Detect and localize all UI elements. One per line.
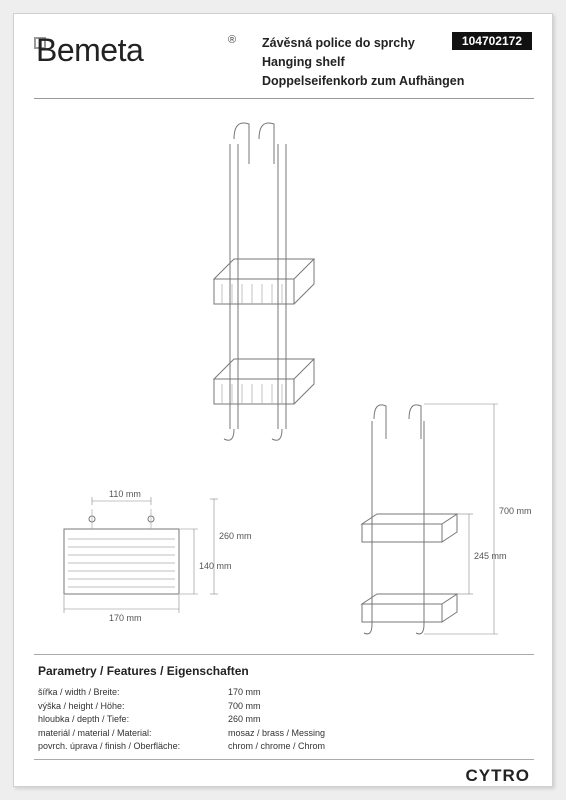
param-label: materiál / material / Material: — [38, 727, 228, 741]
param-value: chrom / chrome / Chrom — [228, 740, 325, 754]
registered-mark: ® — [228, 34, 236, 46]
param-row: výška / height / Höhe: 700 mm — [38, 700, 532, 714]
dim-245: 245 mm — [474, 551, 507, 561]
param-value: mosaz / brass / Messing — [228, 727, 325, 741]
param-label: výška / height / Höhe: — [38, 700, 228, 714]
param-row: materiál / material / Material: mosaz / … — [38, 727, 532, 741]
param-label: hloubka / depth / Tiefe: — [38, 713, 228, 727]
dim-110: 110 mm — [109, 489, 141, 499]
series-name: CYTRO — [466, 766, 531, 786]
top-view-icon: 110 mm 170 mm 140 mm 260 mm — [64, 489, 252, 623]
side-view-icon: 245 mm 700 mm — [362, 404, 532, 634]
dim-170: 170 mm — [109, 613, 142, 623]
param-label: povrch. úprava / finish / Oberfläche: — [38, 740, 228, 754]
title-en: Hanging shelf — [262, 53, 532, 72]
param-label: šířka / width / Breite: — [38, 686, 228, 700]
dim-140: 140 mm — [199, 561, 232, 571]
param-value: 260 mm — [228, 713, 261, 727]
header-divider — [34, 98, 534, 99]
part-number-badge: 104702172 — [452, 32, 532, 50]
isometric-view-icon — [214, 123, 314, 440]
param-value: 170 mm — [228, 686, 261, 700]
dim-260: 260 mm — [219, 531, 252, 541]
params-heading: Parametry / Features / Eigenschaften — [38, 664, 532, 678]
dim-700: 700 mm — [499, 506, 532, 516]
parameters-section: Parametry / Features / Eigenschaften šíř… — [38, 664, 532, 754]
spec-sheet: Bemeta ® Závěsná police do sprchy Hangin… — [13, 13, 553, 787]
param-row: povrch. úprava / finish / Oberfläche: ch… — [38, 740, 532, 754]
header: Bemeta ® Závěsná police do sprchy Hangin… — [34, 32, 532, 104]
param-row: hloubka / depth / Tiefe: 260 mm — [38, 713, 532, 727]
title-de: Doppelseifenkorb zum Aufhängen — [262, 72, 532, 91]
param-value: 700 mm — [228, 700, 261, 714]
params-divider-top — [34, 654, 534, 655]
param-row: šířka / width / Breite: 170 mm — [38, 686, 532, 700]
footer-divider — [34, 759, 534, 760]
logo-text: Bemeta — [36, 32, 143, 69]
technical-drawing: 110 mm 170 mm 140 mm 260 mm — [34, 109, 534, 649]
